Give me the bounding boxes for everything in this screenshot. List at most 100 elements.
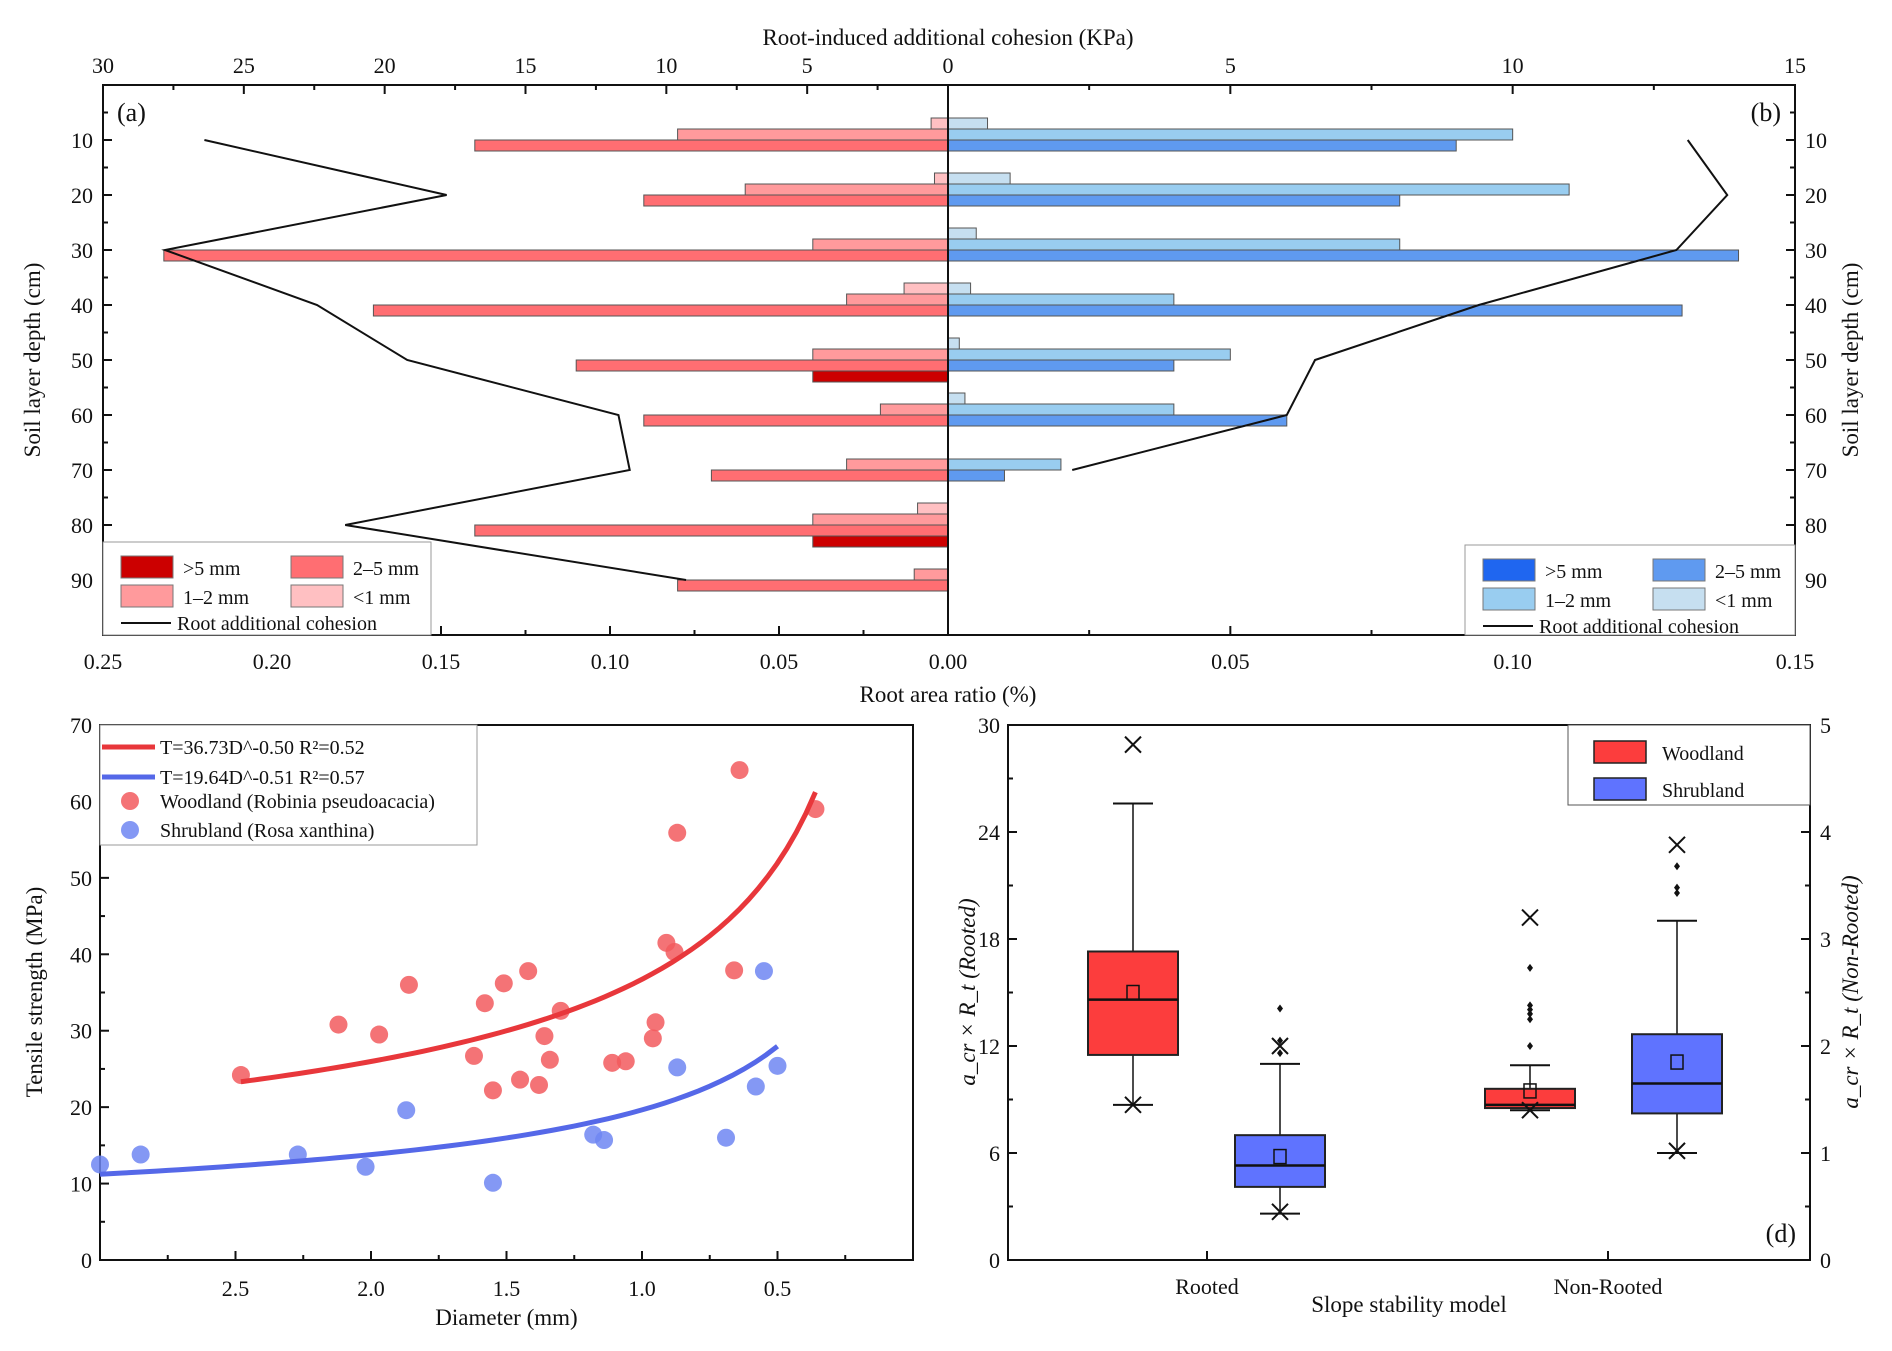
legend-point-swatch [121,792,139,810]
scatter-point-shrubland [91,1155,109,1174]
bar-b-60cm-series0 [947,392,966,405]
bar-a-60cm-series2 [643,414,949,427]
bar-b-40cm-series1 [947,293,1175,306]
y-tick-label-a: 40 [71,293,93,318]
y2-tick-label-d: 3 [1820,927,1831,952]
y-tick-label-b: 70 [1805,458,1827,483]
box-non-rooted-woodland-min-marker [1521,1101,1539,1119]
scatter-point-woodland [730,761,749,780]
box-rooted-shrubland-mean [1273,1148,1287,1165]
cohesion-line-b [1071,139,1729,471]
legend-label-a: 2–5 mm [353,558,420,580]
y-tick-label-c: 20 [70,1095,92,1120]
bar-a-20cm-series0 [933,172,949,185]
box-rooted-shrubland-min-marker [1271,1203,1289,1221]
y2-tick-label-d: 5 [1820,713,1831,738]
box-rooted-shrubland-iqr [1234,1134,1326,1188]
scatter-point-woodland [399,975,418,994]
y-tick-label-a: 90 [71,568,93,593]
bar-a-10cm-series0 [930,117,949,130]
legend-swatch-a [120,555,174,579]
legend-series-label: Woodland (Robinia pseudoacacia) [160,791,435,813]
bar-a-70cm-series1 [846,458,949,471]
legend-label-a: Root additional cohesion [177,613,377,635]
bar-b-20cm-series2 [947,194,1401,207]
x-tick-label-d: Rooted [1175,1274,1239,1299]
scatter-point-shrubland [595,1131,614,1150]
y-tick-label-b: 50 [1805,348,1827,373]
y-tick-label-d: 30 [978,713,1000,738]
scatter-point-woodland [646,1013,665,1032]
box-non-rooted-shrubland-max-marker [1668,836,1686,854]
bar-a-50cm-series1 [812,348,949,361]
x-tick-label-c: 0.5 [764,1276,792,1301]
box-rooted-shrubland-max-marker [1271,1037,1289,1055]
scatter-point-woodland [643,1029,662,1048]
y-tick-label-b: 30 [1805,238,1827,263]
y-tick-label-b: 60 [1805,403,1827,428]
bar-a-10cm-series2 [474,139,949,152]
bar-a-80cm-series1 [812,513,949,526]
fit-curve-shrubland [99,1044,780,1177]
y-tick-label-c: 30 [70,1019,92,1044]
y-tick-label-d: 24 [978,820,1000,845]
scatter-point-shrubland [717,1128,736,1147]
x-tick-label-a: 0.25 [84,649,123,674]
y-tick-label-b: 40 [1805,293,1827,318]
bar-b-40cm-series0 [947,282,972,295]
x2-tick-label-a: 30 [92,53,114,78]
y-tick-label-c: 70 [70,713,92,738]
bar-b-30cm-series2 [947,249,1740,262]
scatter-point-shrubland [668,1058,687,1077]
x-axis-title-c: Diameter (mm) [435,1305,577,1330]
x2-tick-label-b: 5 [1225,53,1236,78]
bar-b-10cm-series2 [947,139,1457,152]
legend-label-a: <1 mm [353,587,411,609]
bar-b-70cm-series1 [947,458,1062,471]
bar-a-20cm-series2 [643,194,949,207]
bar-b-60cm-series2 [947,414,1288,427]
x-tick-label-d: Non-Rooted [1554,1274,1663,1299]
legend-label-b: >5 mm [1545,561,1603,583]
x-axis-title-d: Slope stability model [1311,1292,1507,1317]
y-axis-title-d: a_cr × R_t (Rooted) [955,898,980,1085]
y-tick-label-b: 20 [1805,183,1827,208]
y-tick-label-c: 0 [81,1248,92,1273]
y-tick-label-b: 80 [1805,513,1827,538]
scatter-point-woodland [494,974,513,993]
y-tick-label-a: 60 [71,403,93,428]
x-axis-title-ab: Root area ratio (%) [860,682,1037,707]
scatter-point-woodland [616,1052,635,1071]
x-tick-label-a: 0.05 [760,649,799,674]
scatter-point-woodland [370,1025,389,1044]
x2-tick-label-a: 5 [802,53,813,78]
bar-a-60cm-series1 [879,403,949,416]
fit-curve-woodland [240,791,818,1085]
legend-swatch-b [1652,587,1706,611]
x2-tick-label-b: 15 [1784,53,1806,78]
scatter-point-woodland [329,1015,348,1034]
y-tick-label-a: 20 [71,183,93,208]
y-tick-label-a: 10 [71,128,93,153]
x-tick-label-b: 0.05 [1211,649,1250,674]
legend-label-b: 2–5 mm [1715,561,1782,583]
bar-a-90cm-series1 [913,568,949,581]
bar-a-20cm-series1 [744,183,949,196]
x-tick-label-a: 0.15 [422,649,461,674]
x-tick-label-c: 2.0 [357,1276,385,1301]
y-tick-label-b: 90 [1805,568,1827,593]
box-rooted-woodland-max-marker [1124,735,1142,754]
bar-b-50cm-series1 [947,348,1231,361]
legend-swatch-a [290,584,344,608]
scatter-point-woodland [535,1027,554,1046]
bar-a-90cm-series2 [677,579,949,592]
box-rooted-woodland-mean [1126,984,1140,1001]
bar-a-80cm-series2 [474,524,949,537]
scatter-point-shrubland [397,1101,416,1120]
legend-label-d: Shrubland [1662,780,1744,802]
scatter-point-shrubland [746,1077,765,1096]
bar-b-50cm-series2 [947,359,1175,372]
x2-tick-label-a: 0 [943,53,954,78]
y-tick-label-a: 70 [71,458,93,483]
panel-label-a: (a) [117,98,146,127]
